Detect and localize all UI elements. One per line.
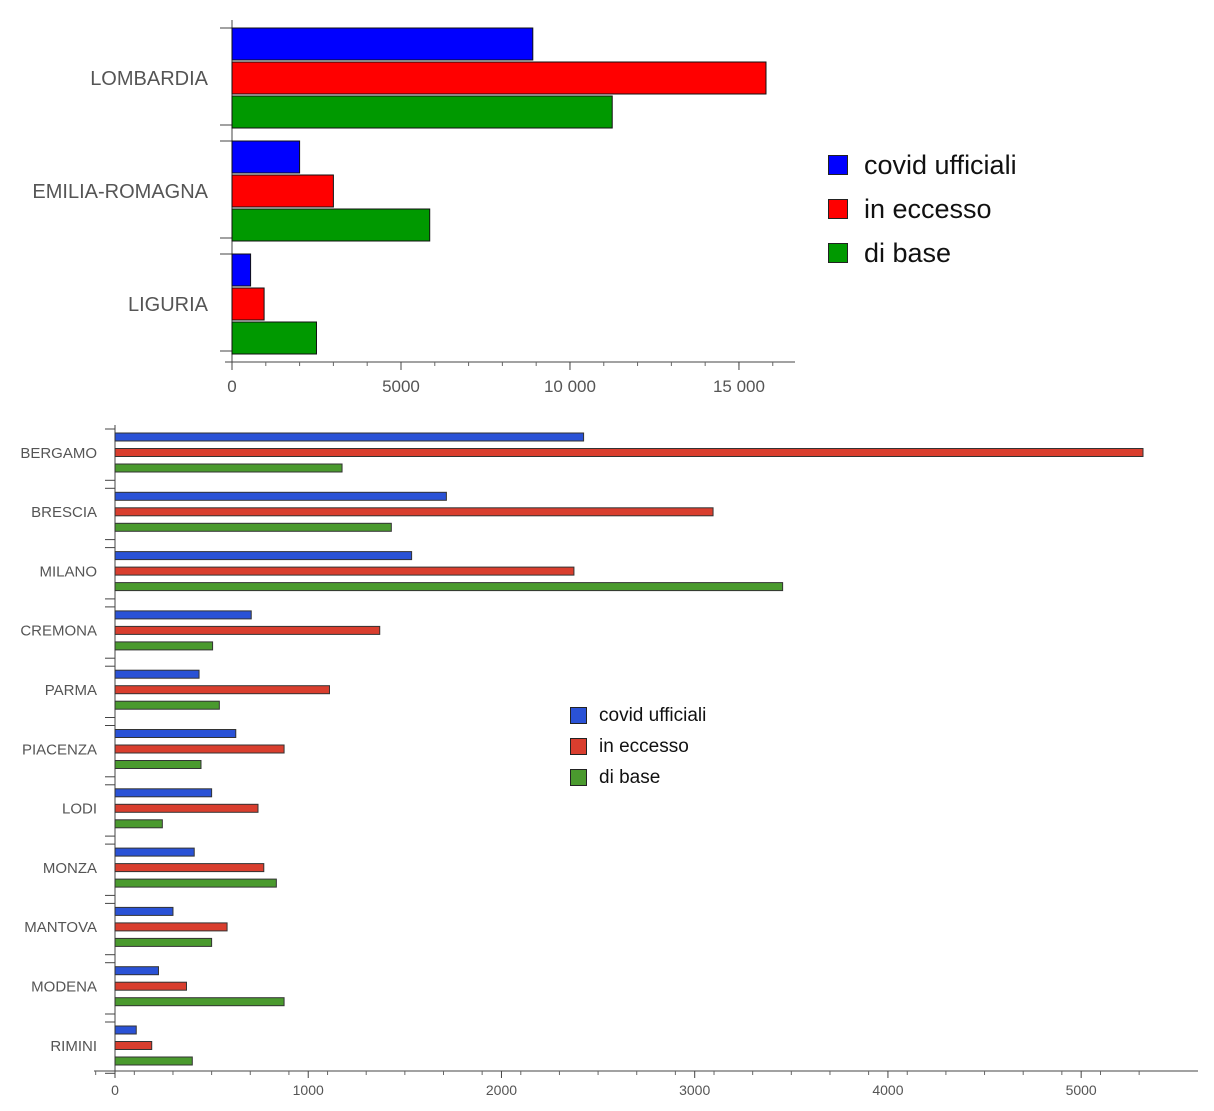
category-label-piacenza: PIACENZA (22, 741, 97, 758)
category-label-modena: MODENA (31, 978, 97, 995)
bar-rimini-covid-ufficiali (114, 1025, 137, 1035)
legend-label-covid-ufficiali: covid ufficiali (864, 149, 1017, 180)
bar-parma-di-base (114, 700, 220, 710)
bar-lombardia-di-base (231, 95, 613, 129)
x-tick-label: 2000 (486, 1082, 517, 1098)
x-tick-label: 5000 (382, 377, 420, 395)
category-label-lodi: LODI (62, 801, 97, 818)
region-bar-chart: 0 5000 10 000 15 000 LOMBARDIA EMILIA-ROMAGNA… (32, 20, 795, 396)
legend-label-covid-ufficiali: covid ufficiali (599, 704, 707, 726)
x-tick-label: 0 (227, 377, 236, 395)
bar-brescia-di-base (114, 522, 392, 532)
bar-liguria-covid-ufficiali (231, 253, 252, 287)
bar-liguria-di-base (231, 321, 317, 355)
x-tick-label: 1000 (293, 1082, 324, 1098)
bar-lombardia-in-eccesso (231, 61, 767, 95)
category-label-parma: PARMA (45, 682, 97, 699)
bar-bergamo-in-eccesso (114, 448, 1144, 457)
legend-item-di-base: di base (828, 231, 1017, 275)
category-label-lombardia: LOMBARDIA (90, 68, 208, 90)
bar-rimini-in-eccesso (114, 1041, 153, 1050)
province-chart-panel: 0 1000 2000 3000 4000 5000 BERGAMO BRESCIA MILAN… (0, 405, 1214, 1106)
category-label-emilia-romagna: EMILIA-ROMAGNA (32, 181, 208, 203)
category-label-bergamo: BERGAMO (20, 445, 97, 462)
legend-label-di-base: di base (599, 766, 661, 788)
bar-lodi-in-eccesso (114, 803, 259, 813)
category-label-monza: MONZA (43, 860, 97, 877)
legend-swatch-in-eccesso (828, 199, 848, 219)
bar-monza-di-base (114, 878, 277, 888)
bar-modena-in-eccesso (114, 981, 187, 991)
region-chart-panel: 0 5000 10 000 15 000 LOMBARDIA EMILIA-ROMAGNA… (0, 0, 1214, 396)
legend-swatch-covid-ufficiali (828, 155, 848, 175)
legend-swatch-di-base (570, 769, 587, 786)
legend-swatch-covid-ufficiali (570, 707, 587, 724)
bar-cremona-di-base (114, 641, 214, 651)
bar-liguria-in-eccesso (231, 287, 265, 321)
legend-label-di-base: di base (864, 237, 952, 268)
x-tick-label: 3000 (679, 1082, 710, 1098)
category-label-milano: MILANO (39, 563, 97, 580)
bar-piacenza-in-eccesso (114, 744, 285, 754)
bar-emilia-romagna-covid-ufficiali (231, 140, 301, 174)
x-tick-label: 0 (111, 1082, 119, 1098)
bar-piacenza-di-base (114, 760, 202, 769)
bar-milano-in-eccesso (114, 566, 575, 576)
province-bar-chart: 0 1000 2000 3000 4000 5000 BERGAMO BRESCIA MILAN… (20, 425, 1198, 1098)
legend-item-covid-ufficiali: covid ufficiali (828, 143, 1017, 187)
bar-mantova-covid-ufficiali (114, 906, 174, 916)
region-chart-legend: covid ufficiali in eccesso di base (828, 143, 1017, 275)
legend-swatch-di-base (828, 243, 848, 263)
legend-swatch-in-eccesso (570, 738, 587, 755)
bar-lodi-di-base (114, 819, 163, 829)
bar-monza-in-eccesso (114, 863, 265, 873)
legend-label-in-eccesso: in eccesso (864, 193, 992, 224)
bar-lombardia-covid-ufficiali (231, 27, 534, 61)
bar-bergamo-di-base (114, 463, 343, 473)
bar-milano-covid-ufficiali (114, 551, 413, 561)
category-label-liguria: LIGURIA (128, 294, 209, 316)
bar-emilia-romagna-di-base (231, 208, 431, 242)
bar-mantova-di-base (114, 937, 213, 947)
bar-parma-in-eccesso (114, 685, 330, 695)
bar-modena-di-base (114, 997, 285, 1007)
legend-item-in-eccesso: in eccesso (828, 187, 1017, 231)
x-tick-label: 15 000 (713, 377, 765, 395)
category-label-mantova: MANTOVA (24, 919, 97, 936)
bar-lodi-covid-ufficiali (114, 788, 213, 798)
x-tick-label: 5000 (1066, 1082, 1097, 1098)
bar-milano-di-base (114, 582, 784, 592)
legend-item-covid-ufficiali: covid ufficiali (570, 700, 706, 731)
bar-emilia-romagna-in-eccesso (231, 174, 334, 208)
bar-modena-covid-ufficiali (114, 966, 159, 976)
bar-parma-covid-ufficiali (114, 669, 200, 679)
bar-cremona-covid-ufficiali (114, 610, 252, 620)
legend-label-in-eccesso: in eccesso (599, 735, 689, 757)
category-label-cremona: CREMONA (20, 623, 97, 640)
x-tick-label: 10 000 (544, 377, 596, 395)
bar-cremona-in-eccesso (114, 625, 381, 635)
bar-monza-covid-ufficiali (114, 847, 195, 857)
x-tick-label: 4000 (872, 1082, 903, 1098)
category-label-rimini: RIMINI (50, 1038, 97, 1055)
bar-brescia-in-eccesso (114, 507, 714, 517)
bar-piacenza-covid-ufficiali (114, 729, 237, 738)
bar-bergamo-covid-ufficiali (114, 432, 585, 442)
category-label-brescia: BRESCIA (31, 504, 97, 521)
bar-mantova-in-eccesso (114, 922, 228, 932)
legend-item-di-base: di base (570, 762, 706, 793)
province-chart-legend: covid ufficiali in eccesso di base (570, 700, 706, 793)
bar-brescia-covid-ufficiali (114, 491, 447, 501)
bar-rimini-di-base (114, 1056, 193, 1066)
legend-item-in-eccesso: in eccesso (570, 731, 706, 762)
